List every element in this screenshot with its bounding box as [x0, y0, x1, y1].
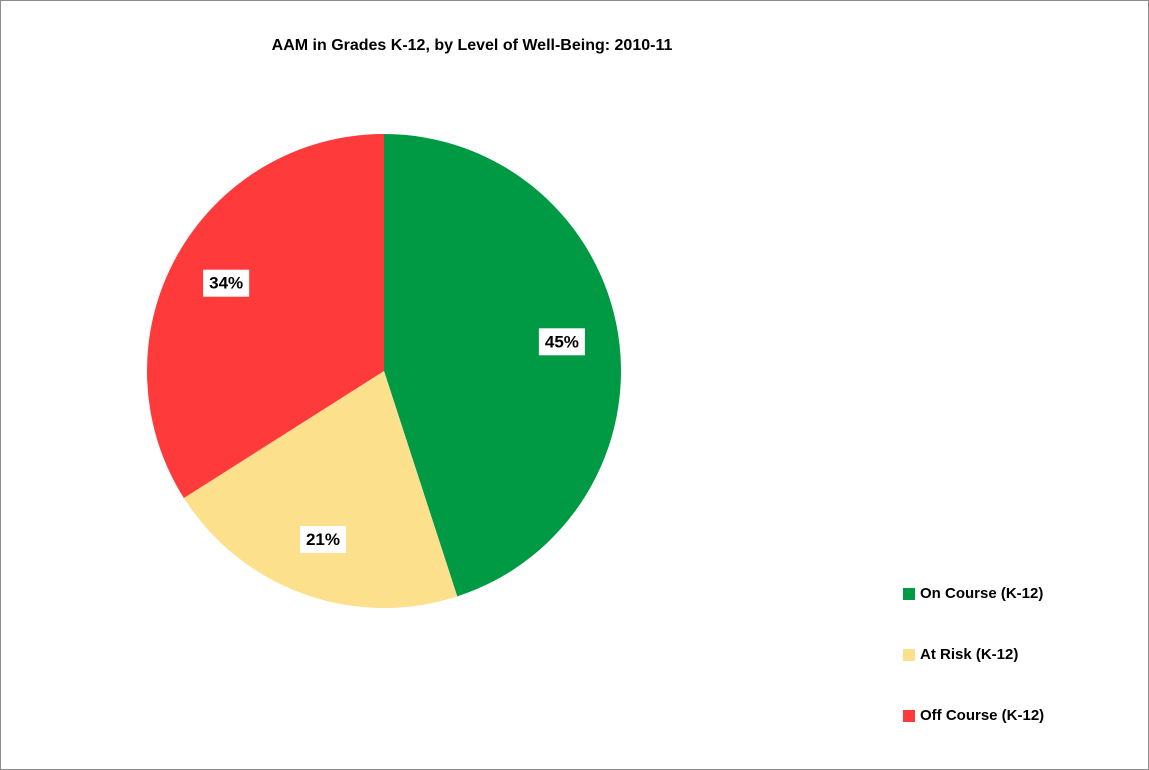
legend-label: On Course (K-12)	[920, 585, 1043, 602]
legend-swatch	[903, 710, 915, 722]
value-label-box	[299, 525, 347, 553]
legend-label: At Risk (K-12)	[920, 646, 1018, 663]
legend-label: Off Course (K-12)	[920, 707, 1044, 724]
pie-slice	[183, 371, 458, 608]
legend-swatch	[903, 649, 915, 661]
chart-title: AAM in Grades K-12, by Level of Well-Bei…	[272, 37, 673, 54]
pie-slice	[146, 134, 384, 498]
value-label: 45%	[545, 332, 579, 351]
value-label: 34%	[209, 274, 243, 293]
value-label-box	[203, 269, 250, 297]
legend-swatch	[903, 588, 915, 600]
value-label-box	[538, 328, 585, 356]
pie-slice	[384, 134, 621, 597]
value-label: 21%	[306, 530, 340, 549]
